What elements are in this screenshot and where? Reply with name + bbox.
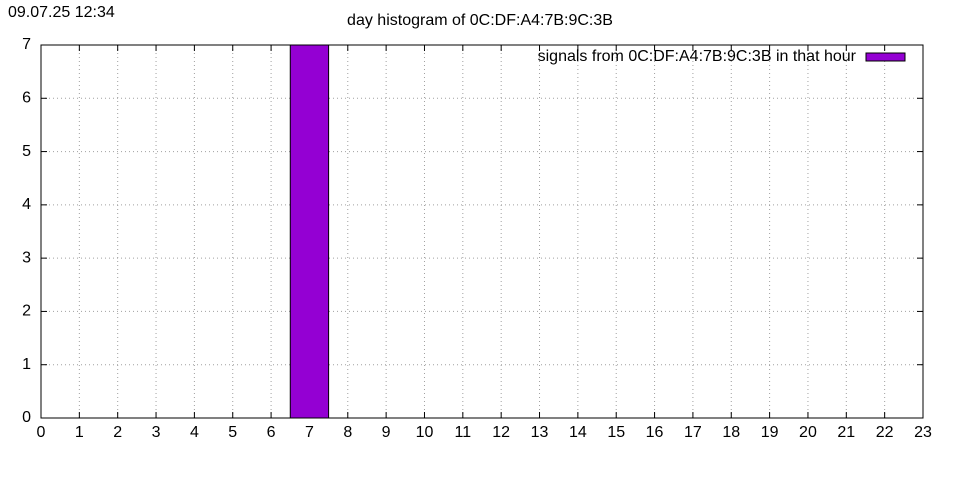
y-tick-label: 4 bbox=[22, 196, 31, 213]
x-tick-label: 3 bbox=[152, 424, 161, 441]
y-tick-label: 0 bbox=[22, 409, 31, 426]
x-tick-label: 0 bbox=[37, 424, 46, 441]
x-tick-label: 1 bbox=[75, 424, 84, 441]
y-tick-label: 5 bbox=[22, 143, 31, 160]
x-tick-label: 13 bbox=[531, 424, 549, 441]
y-tick-label: 6 bbox=[22, 90, 31, 107]
legend-swatch bbox=[865, 52, 906, 62]
plot-border bbox=[40, 44, 924, 419]
x-tick-label: 10 bbox=[416, 424, 434, 441]
x-tick-label: 18 bbox=[722, 424, 740, 441]
y-tick-label: 7 bbox=[22, 36, 31, 53]
x-tick-label: 14 bbox=[569, 424, 587, 441]
x-tick-label: 8 bbox=[343, 424, 352, 441]
x-tick-label: 16 bbox=[646, 424, 664, 441]
x-tick-label: 5 bbox=[228, 424, 237, 441]
x-tick-label: 19 bbox=[761, 424, 779, 441]
y-tick-label: 2 bbox=[22, 303, 31, 320]
x-tick-label: 2 bbox=[113, 424, 122, 441]
x-tick-label: 7 bbox=[305, 424, 314, 441]
x-tick-label: 21 bbox=[837, 424, 855, 441]
x-tick-label: 23 bbox=[914, 424, 932, 441]
x-tick-label: 4 bbox=[190, 424, 199, 441]
x-tick-label: 15 bbox=[607, 424, 625, 441]
bar bbox=[289, 44, 330, 419]
x-tick-label: 11 bbox=[455, 424, 472, 441]
x-tick-label: 9 bbox=[382, 424, 391, 441]
x-tick-label: 6 bbox=[267, 424, 276, 441]
x-tick-label: 17 bbox=[684, 424, 702, 441]
x-tick-label: 12 bbox=[492, 424, 510, 441]
y-tick-label: 3 bbox=[22, 249, 31, 266]
x-tick-label: 20 bbox=[799, 424, 817, 441]
chart-title: day histogram of 0C:DF:A4:7B:9C:3B bbox=[347, 12, 613, 29]
legend-label: signals from 0C:DF:A4:7B:9C:3B in that h… bbox=[538, 48, 857, 65]
timestamp: 09.07.25 12:34 bbox=[8, 4, 115, 21]
x-tick-label: 22 bbox=[876, 424, 894, 441]
y-tick-label: 1 bbox=[22, 356, 31, 373]
